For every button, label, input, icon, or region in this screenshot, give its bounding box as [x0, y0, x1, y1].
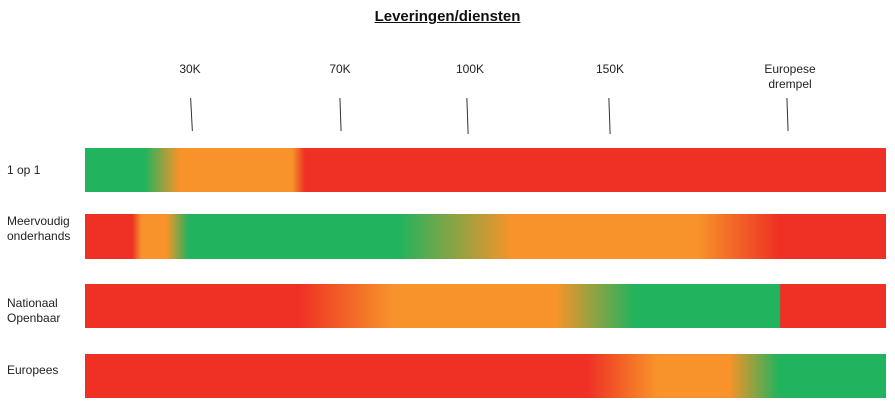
- row-label-1-op-1: 1 op 1: [7, 163, 40, 178]
- threshold-label-150k: 150K: [565, 62, 655, 77]
- threshold-text: 100K: [455, 62, 485, 76]
- threshold-tick-150k: [608, 97, 611, 135]
- chart-title: Leveringen/diensten: [374, 8, 521, 25]
- row-label-line1: 1 op 1: [7, 163, 41, 177]
- threshold-label-europese-drempel: Europese drempel: [745, 62, 835, 92]
- threshold-text: 70K: [329, 62, 351, 76]
- threshold-label-30k: 30K: [145, 62, 235, 77]
- threshold-text-line1: Europese: [764, 62, 816, 76]
- row-label-nationaal-openbaar: Nationaal Openbaar: [7, 296, 60, 326]
- threshold-tick-100k: [466, 97, 469, 135]
- row-label-line1: Nationaal: [7, 296, 58, 310]
- row-label-line2: Openbaar: [7, 311, 61, 325]
- row-label-line1: Meervoudig: [7, 214, 70, 228]
- bar-europees: [85, 354, 886, 398]
- row-label-europees: Europees: [7, 363, 58, 378]
- bar-1-op-1: [85, 148, 886, 192]
- threshold-text: 30K: [179, 62, 201, 76]
- threshold-label-100k: 100K: [425, 62, 515, 77]
- threshold-tick-70k: [339, 97, 342, 132]
- threshold-label-70k: 70K: [295, 62, 385, 77]
- row-label-line1: Europees: [7, 363, 59, 377]
- threshold-tick-europese-drempel: [786, 97, 789, 132]
- row-label-meervoudig-onderhands: Meervoudig onderhands: [7, 214, 70, 244]
- threshold-tick-30k: [190, 97, 193, 132]
- bar-meervoudig-onderhands: [85, 214, 886, 259]
- threshold-text: 150K: [595, 62, 625, 76]
- row-label-line2: onderhands: [7, 229, 71, 243]
- threshold-text-line2: drempel: [768, 77, 812, 91]
- bar-nationaal-openbaar: [85, 284, 886, 328]
